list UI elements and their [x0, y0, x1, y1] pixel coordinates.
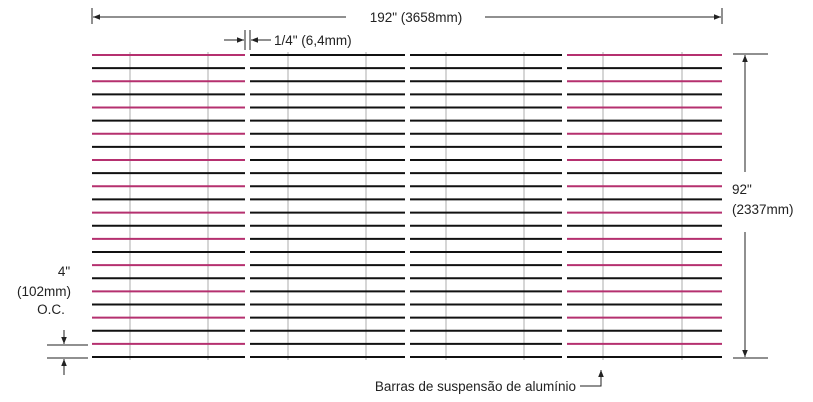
spacing-label-line2: (102mm)	[17, 284, 71, 299]
spacing-label-line3: O.C.	[37, 302, 65, 317]
width-label: 192" (3658mm)	[370, 10, 463, 25]
gap-dimension: 1/4" (6,4mm)	[224, 30, 352, 50]
width-dimension: 192" (3658mm)	[91, 8, 723, 25]
spacing-dimension: 4" (102mm) O.C.	[17, 264, 88, 375]
height-label-line1: 92"	[732, 182, 752, 197]
slat-rows	[92, 54, 722, 358]
hanger-callout-label: Barras de suspensão de alumínio	[375, 379, 576, 394]
height-dimension: 92" (2337mm)	[732, 53, 794, 359]
hanger-callout: Barras de suspensão de alumínio	[375, 370, 604, 394]
gap-label: 1/4" (6,4mm)	[274, 33, 352, 48]
hanger-bars	[129, 52, 683, 360]
spacing-label-line1: 4"	[58, 264, 71, 279]
height-label-line2: (2337mm)	[732, 202, 794, 217]
